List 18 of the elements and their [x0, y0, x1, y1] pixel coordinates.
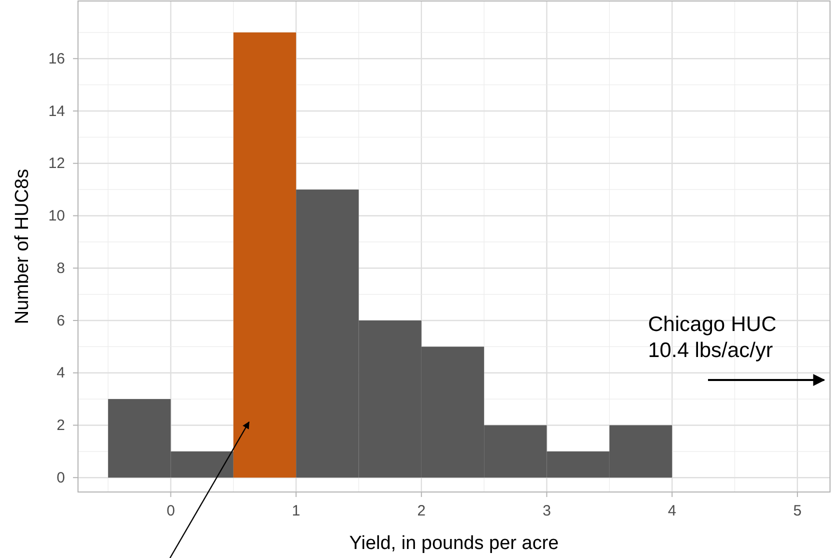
y-tick-label: 6: [56, 312, 65, 330]
x-tick-label: 5: [793, 502, 802, 520]
y-tick-label: 12: [48, 155, 65, 172]
y-tick-label: 0: [56, 469, 65, 486]
y-tick-label: 10: [48, 208, 65, 225]
y-tick-label: 2: [56, 417, 65, 434]
x-tick-label: 1: [292, 502, 300, 520]
y-tick-label: 16: [48, 50, 65, 68]
x-axis-title: Yield, in pounds per acre: [349, 533, 559, 554]
y-tick-label: 4: [56, 364, 65, 382]
x-tick-label: 4: [668, 502, 676, 520]
x-tick-label: 0: [166, 502, 175, 520]
annotation: Chicago HUC 10.4 lbs/ac/yr: [648, 313, 776, 362]
x-tick-label: 3: [542, 502, 551, 520]
y-tick-label: 14: [48, 102, 65, 120]
y-axis-title: Number of HUC8s: [12, 168, 33, 324]
x-tick-label: 2: [417, 502, 426, 520]
y-tick-label: 8: [56, 260, 65, 277]
